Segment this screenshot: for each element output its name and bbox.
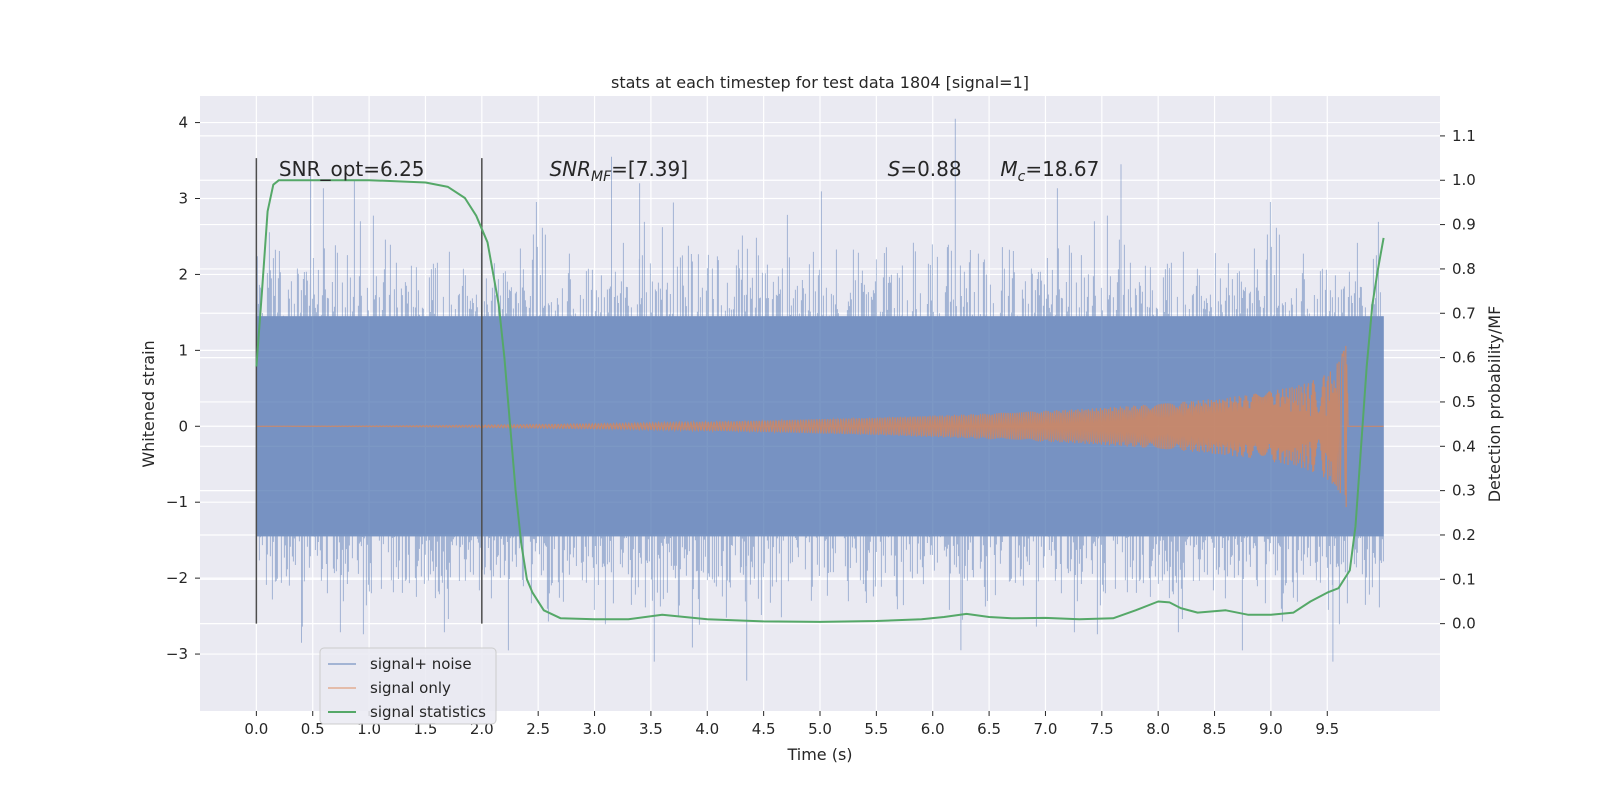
x-tick-label: 2.5 [526, 720, 550, 738]
x-axis-label: Time (s) [786, 745, 852, 764]
x-tick-label: 9.5 [1315, 720, 1339, 738]
x-tick-label: 0.0 [244, 720, 268, 738]
y-left-tick-label: 0 [178, 417, 188, 435]
y-right-tick-label: 0.3 [1452, 482, 1476, 500]
y-left-tick-label: −3 [166, 645, 188, 663]
x-tick-label: 4.0 [695, 720, 719, 738]
annotation-text: SNR_opt=6.25 [279, 157, 425, 181]
legend-box [319, 647, 497, 725]
y-axis-label-right: Detection probability/MF [1485, 306, 1504, 503]
y-right-tick-label: 0.6 [1452, 349, 1476, 367]
y-right-tick-label: 1.1 [1452, 127, 1476, 145]
series-signal-statistics [255, 179, 1385, 623]
y-left-tick-label: 3 [178, 190, 188, 208]
y-axis-label-left: Whitened strain [139, 340, 158, 467]
legend-label: signal statistics [370, 703, 486, 721]
annotation-text: SNRMF=[7.39] [549, 157, 688, 185]
x-tick-label: 6.0 [921, 720, 945, 738]
y-right-tick-label: 0.0 [1452, 615, 1476, 633]
y-right-tick-label: 0.7 [1452, 304, 1476, 322]
x-tick-label: 0.5 [301, 720, 325, 738]
x-tick-label: 3.0 [583, 720, 607, 738]
y-right-tick-label: 0.4 [1452, 437, 1476, 455]
series-signal-only [256, 345, 1384, 508]
annotation-text: Mc=18.67 [1000, 157, 1099, 185]
annotations: SNR_opt=6.25 SNRMF=[7.39] S=0.88 Mc=18.67 [279, 157, 1099, 185]
legend-label: signal only [370, 679, 451, 697]
x-tick-label: 8.0 [1146, 720, 1170, 738]
chart-title: stats at each timestep for test data 180… [611, 73, 1029, 92]
y-left-tick-label: 4 [178, 114, 188, 132]
x-tick-label: 9.0 [1259, 720, 1283, 738]
y-left-tick-label: 2 [178, 265, 188, 283]
axes: 0.0 0.5 1.0 1.5 2.0 2.5 3.0 3.5 4.0 4.5 5.0 5.5 6.0 6… [166, 114, 1476, 738]
x-tick-label: 5.0 [808, 720, 832, 738]
plot-series [255, 118, 1385, 681]
y-right-tick-label: 0.5 [1452, 393, 1476, 411]
x-tick-label: 6.5 [977, 720, 1001, 738]
y-left-tick-label: −1 [166, 493, 188, 511]
y-right-tick-label: 0.2 [1452, 526, 1476, 544]
x-tick-label: 7.5 [1090, 720, 1114, 738]
x-tick-label: 5.5 [864, 720, 888, 738]
y-right-tick-label: 0.8 [1452, 260, 1476, 278]
legend-label: signal+ noise [370, 655, 472, 673]
y-right-tick-label: 0.1 [1452, 570, 1476, 588]
x-tick-label: 7.0 [1034, 720, 1058, 738]
y-right-tick-label: 1.0 [1452, 171, 1476, 189]
x-tick-label: 8.5 [1203, 720, 1227, 738]
y-left-tick-label: 1 [178, 341, 188, 359]
y-right-tick-label: 0.9 [1452, 216, 1476, 234]
y-left-tick-label: −2 [166, 569, 188, 587]
legend: signal+ noise signal only signal statistic… [319, 647, 497, 725]
x-tick-label: 3.5 [639, 720, 663, 738]
x-tick-label: 4.5 [752, 720, 776, 738]
annotation-text: S=0.88 [888, 157, 962, 181]
